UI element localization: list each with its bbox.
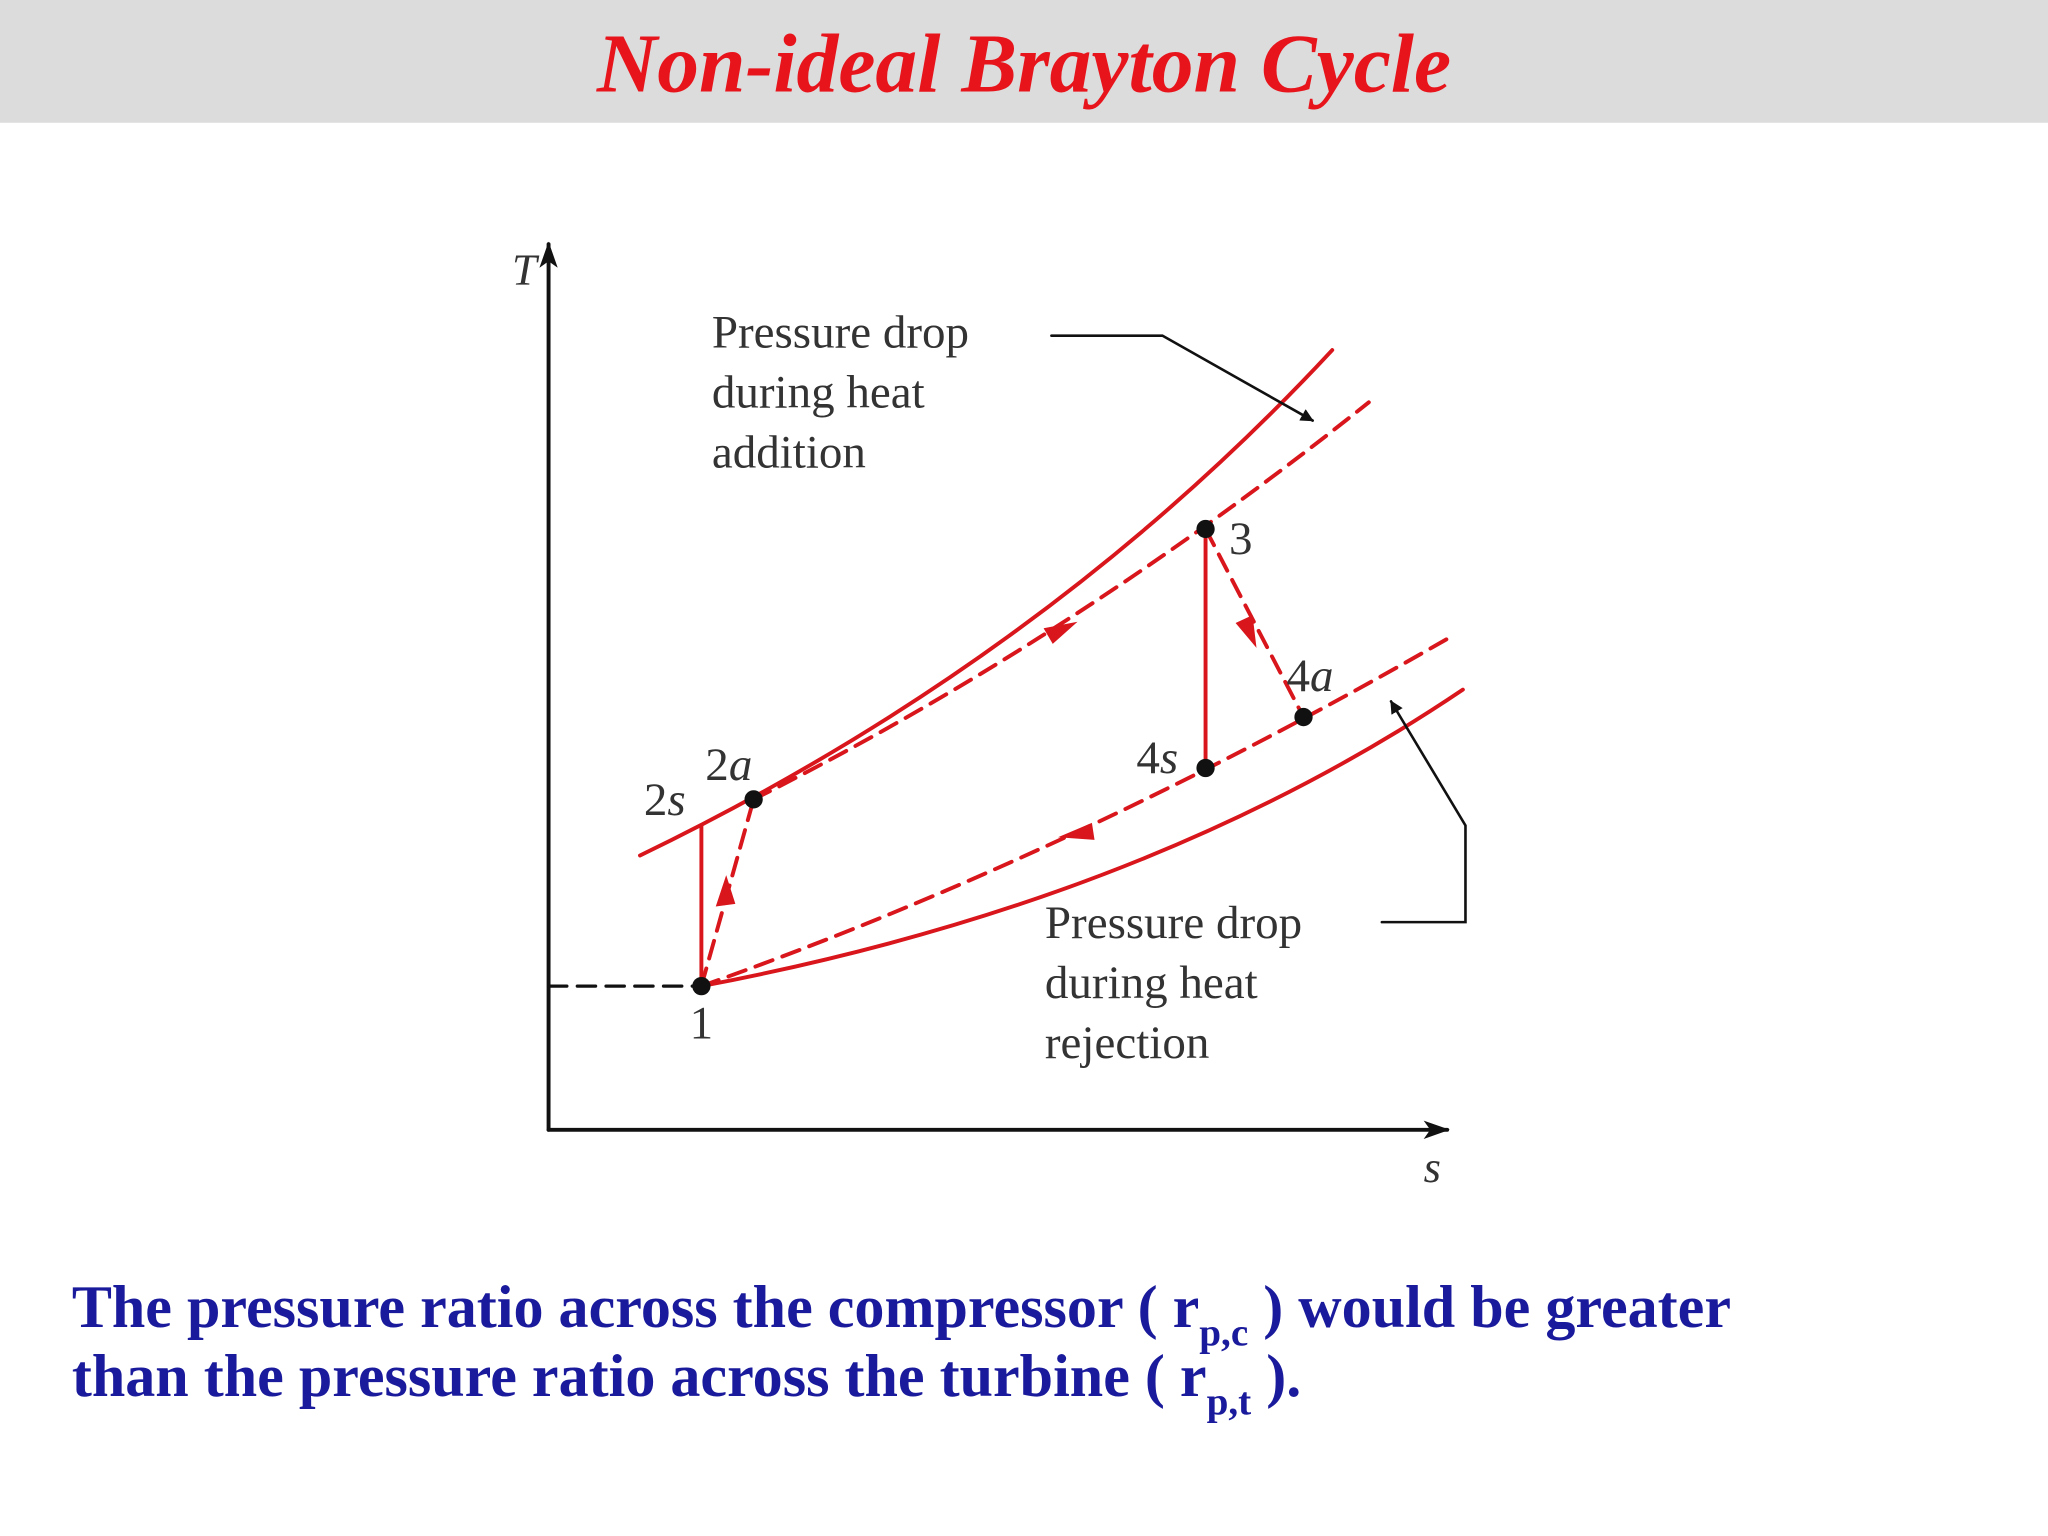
caption-line: than the pressure ratio across the turbi… [72, 1342, 1301, 1423]
y-axis-label: T [512, 245, 540, 295]
point-label: 4a [1287, 650, 1334, 702]
point-number: 4 [1136, 732, 1160, 784]
point-label: 2a [705, 739, 752, 791]
caption-text: than the pressure ratio across the turbi… [72, 1342, 1207, 1409]
state-point [692, 976, 711, 996]
caption-line: The pressure ratio across the compressor… [72, 1273, 1731, 1354]
caption-text: The pressure ratio across the compressor… [72, 1273, 1199, 1340]
caption: The pressure ratio across the compressor… [72, 1273, 1731, 1424]
point-number: 2 [705, 739, 729, 791]
state-point [1196, 519, 1215, 539]
annotation: during heat [1045, 957, 1258, 1009]
annotation: Pressure drop [1045, 897, 1302, 949]
actual-expansion [1203, 527, 1306, 720]
leader-line [1380, 700, 1467, 924]
isobar-high-drop [751, 400, 1371, 802]
flow-arrow [1043, 621, 1078, 644]
state-point [744, 790, 763, 809]
point-letter: a [1310, 650, 1334, 702]
annotation: Pressure drop [712, 306, 969, 358]
diagram: T s [512, 241, 1467, 1192]
caption-text: ) would be greater [1248, 1273, 1731, 1340]
point-letter: s [1160, 732, 1178, 784]
annotation: during heat [712, 367, 925, 419]
point-label: 3 [1229, 513, 1253, 565]
annotation: rejection [1045, 1017, 1209, 1069]
annotation: addition [712, 427, 866, 479]
subscript: p,c [1199, 1311, 1248, 1354]
point-letter: s [667, 774, 685, 826]
isobar-low [699, 687, 1465, 989]
title: Non-ideal Brayton Cycle [596, 18, 1451, 110]
flow-arrow [715, 875, 736, 907]
point-letter: a [729, 739, 753, 791]
title-bar [0, 0, 2048, 123]
state-point [1196, 758, 1215, 778]
state-point [1294, 707, 1313, 727]
point-label: 1 [690, 997, 714, 1049]
point-number: 2 [644, 774, 668, 826]
point-number: 4 [1287, 650, 1311, 702]
flow-arrow [1057, 822, 1095, 840]
point-label: 2s [644, 774, 686, 826]
caption-text: ). [1251, 1342, 1301, 1409]
point-label: 4s [1136, 732, 1178, 784]
point-number: 1 [690, 997, 714, 1049]
flow-arrow [1235, 615, 1257, 648]
x-axis-label: s [1424, 1142, 1441, 1192]
point-number: 3 [1229, 513, 1253, 565]
leader-line [1050, 334, 1314, 422]
subscript: p,t [1207, 1381, 1252, 1424]
